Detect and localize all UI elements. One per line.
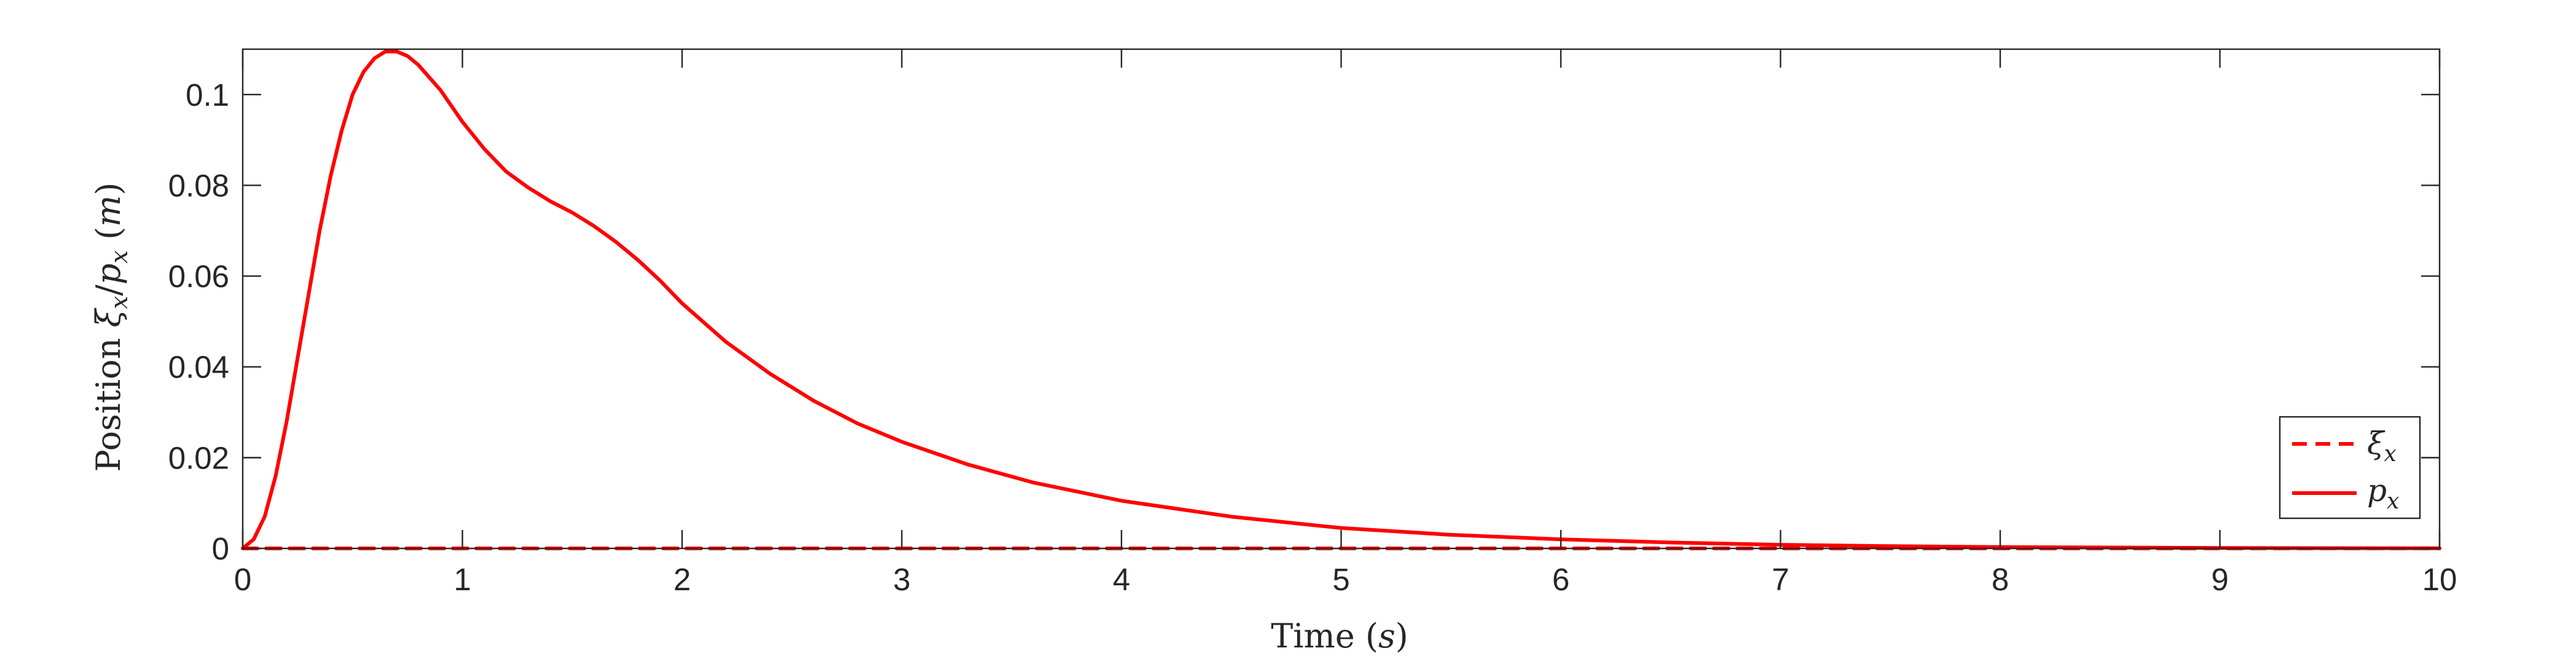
x-tick-label: 8	[1992, 562, 2009, 597]
x-tick-label: 5	[1332, 562, 1349, 597]
x-tick-label: 1	[454, 562, 471, 597]
x-tick-label: 7	[1772, 562, 1789, 597]
y-axis-title: Position ξx/px (m)	[89, 182, 133, 472]
y-tick-label: 0.02	[168, 440, 229, 475]
plot-background	[243, 49, 2440, 548]
legend-box	[2279, 416, 2421, 520]
x-tick-label: 2	[673, 562, 691, 597]
x-axis-title: Time (s)	[1271, 617, 1408, 655]
x-tick-label: 3	[893, 562, 910, 597]
y-axis-title-text: Position	[89, 327, 128, 472]
x-tick-label: 9	[2211, 562, 2228, 597]
x-tick-label: 0	[234, 562, 251, 597]
x-tick-label: 10	[2422, 562, 2457, 597]
y-tick-label: 0	[212, 531, 229, 566]
x-tick-label: 6	[1552, 562, 1569, 597]
plot-area	[241, 49, 2441, 550]
legend: ξx px	[2279, 416, 2421, 520]
y-tick-label: 0.08	[168, 168, 229, 203]
axes: 0 1 2 3 4 5 6 7 8 9 10 0 0.02 0.04 0.06 0.08 0.1	[168, 48, 2457, 597]
legend-label-p-x: px	[2367, 473, 2399, 514]
y-tick-label: 0.04	[168, 350, 229, 385]
legend-label-xi-x: ξx	[2367, 425, 2397, 467]
x-tick-label: 4	[1113, 562, 1130, 597]
svg-text:Position ξx/px (m): Position ξx/px (m)	[89, 182, 133, 472]
y-tick-label: 0.06	[168, 259, 229, 294]
y-tick-label: 0.1	[186, 77, 229, 113]
